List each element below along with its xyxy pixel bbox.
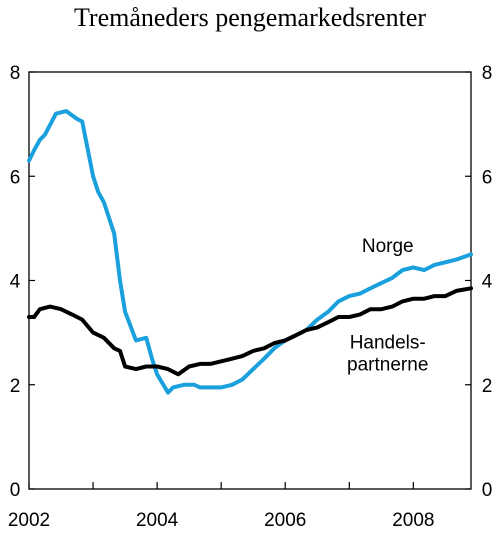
- plot-annotations: Norge Handels-partnerne: [347, 236, 428, 375]
- plot-frame: [28, 71, 472, 490]
- x-tick-label: 2008: [392, 510, 434, 531]
- y-tick-label-right: 8: [482, 63, 493, 84]
- y-tick-label-right: 2: [482, 376, 493, 397]
- series-line-norge: [27, 109, 473, 395]
- x-tick-label: 2004: [136, 510, 179, 531]
- y-tick-label-left: 0: [10, 480, 21, 501]
- y-tick-label-right: 0: [482, 480, 493, 501]
- y-tick-label-left: 8: [10, 63, 21, 84]
- plot-series: [27, 109, 473, 395]
- y-tick-label-left: 4: [10, 272, 21, 293]
- series-label-line: Norge: [362, 236, 414, 257]
- chart-title: Tremåneders pengemarkedsrenter: [74, 3, 426, 32]
- series-label-line: Handels-: [350, 332, 426, 353]
- y-tick-label-right: 4: [482, 272, 493, 293]
- x-tick-label: 2006: [264, 510, 306, 531]
- y-tick-label-left: 6: [10, 167, 21, 188]
- series-label-norge: Norge: [362, 236, 414, 257]
- series-label-line: partnerne: [347, 354, 428, 375]
- plot-axes: 0 0 2 2 4 4 6 6 8 8 2002 2004 2006 2008: [8, 63, 493, 531]
- x-tick-label: 2002: [8, 510, 50, 531]
- series-line-handelspartnerne: [27, 286, 473, 377]
- series-label-handelspartnerne: Handels-partnerne: [347, 332, 428, 375]
- y-tick-label-right: 6: [482, 167, 493, 188]
- y-tick-label-left: 2: [10, 376, 21, 397]
